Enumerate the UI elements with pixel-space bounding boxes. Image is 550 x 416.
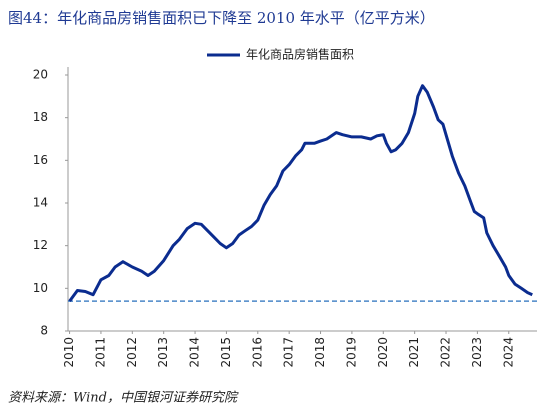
legend-label: 年化商品房销售面积 — [246, 47, 354, 62]
series-line — [68, 84, 533, 302]
x-tick-label: 2023 — [470, 337, 484, 368]
x-tick-label: 2024 — [501, 337, 515, 368]
y-tick-label: 20 — [33, 68, 48, 82]
x-tick-label: 2013 — [156, 337, 170, 368]
y-tick-label: 18 — [33, 110, 48, 124]
x-tick-label: 2014 — [188, 337, 202, 368]
source-note: 资料来源：Wind，中国银河证券研究院 — [8, 390, 239, 406]
x-tick-label: 2012 — [125, 337, 139, 368]
y-tick-label: 12 — [33, 238, 48, 252]
y-tick-label: 16 — [33, 153, 48, 167]
x-tick-label: 2015 — [219, 337, 233, 368]
x-tick-label: 2019 — [344, 337, 358, 368]
x-tick-label: 2022 — [439, 337, 453, 368]
y-tick-label: 10 — [33, 281, 48, 295]
x-tick-label: 2011 — [93, 337, 107, 368]
y-tick-label: 14 — [33, 196, 48, 210]
chart-title: 图44：年化商品房销售面积已下降至 2010 年水平（亿平方米） — [8, 9, 435, 27]
x-tick-label: 2016 — [250, 337, 264, 368]
x-tick-label: 2010 — [62, 337, 76, 368]
x-tick-label: 2017 — [282, 337, 296, 368]
x-tick-label: 2020 — [376, 337, 390, 368]
x-tick-label: 2021 — [407, 337, 421, 368]
y-tick-label: 8 — [40, 324, 48, 338]
x-tick-label: 2018 — [313, 337, 327, 368]
